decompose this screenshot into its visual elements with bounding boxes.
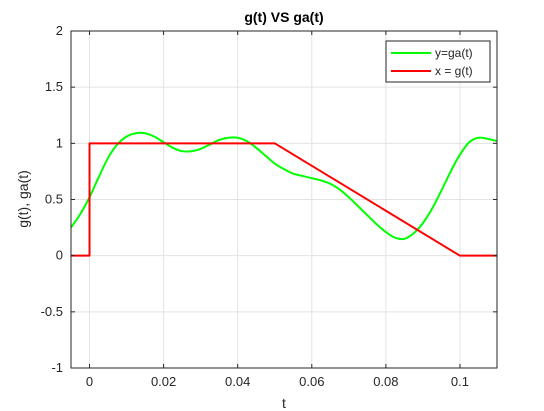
tick-labels: 0 0.02 0.04 0.06 0.08 0.1 -1 -0.5 0 0.5 1 1.5 2 [41,23,469,389]
series-line-ga [71,131,497,241]
legend-box [385,40,491,83]
series-layer [71,131,497,257]
legend-label-g: x = g(t) [435,64,473,78]
x-tick-label: 0.06 [299,374,324,389]
y-tick-label: 1 [56,135,63,150]
x-tick-label: 0 [86,374,93,389]
legend-label-ga: y=ga(t) [435,46,473,60]
x-tick-label: 0.02 [151,374,176,389]
legend: y=ga(t) x = g(t) [385,40,491,83]
y-axis-label: g(t), ga(t) [15,170,31,228]
y-tick-label: 2 [56,23,63,38]
y-tick-label: 1.5 [45,79,63,94]
x-tick-label: 0.04 [225,374,250,389]
y-tick-label: 0.5 [45,192,63,207]
x-tick-label: 0.1 [451,374,469,389]
ticks [71,30,497,369]
chart-title: g(t) VS ga(t) [244,9,323,25]
x-axis-label: t [282,395,286,411]
series-line-g [71,142,497,257]
y-tick-label: 0 [56,248,63,263]
y-tick-label: -0.5 [41,304,63,319]
y-tick-label: -1 [51,360,63,375]
x-tick-label: 0.08 [373,374,398,389]
